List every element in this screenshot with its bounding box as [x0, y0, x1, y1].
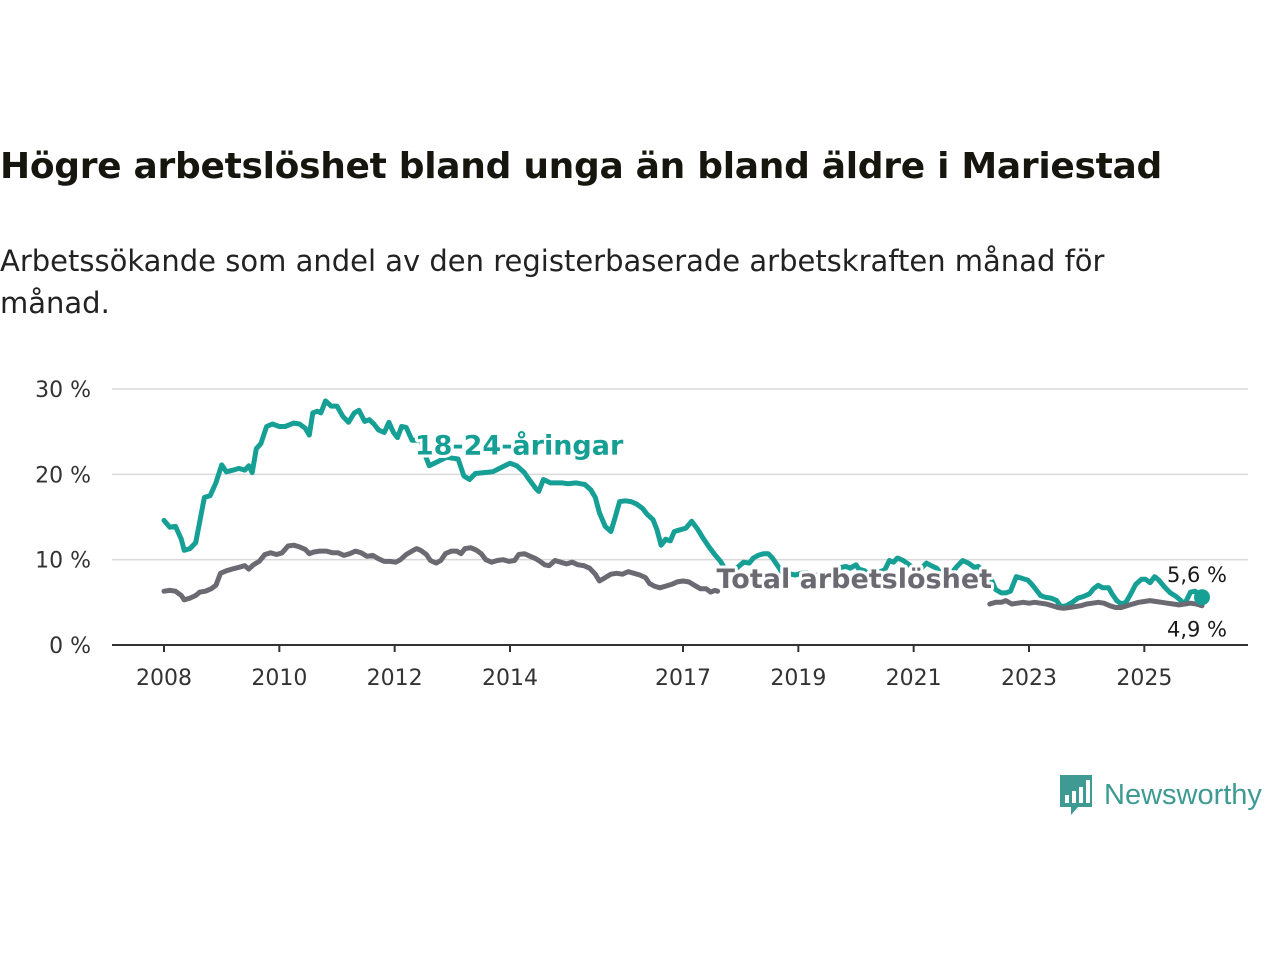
series-18-24-end-marker [1194, 589, 1210, 606]
series-total-label: Total arbetslöshet [716, 564, 992, 595]
y-tick-label: 20 % [35, 463, 91, 488]
series-total-end-label: 4,9 % [1167, 618, 1227, 642]
x-tick-label: 2008 [136, 666, 192, 691]
x-tick-label: 2017 [655, 666, 711, 691]
x-tick-label: 2012 [367, 666, 423, 691]
brand-logo: Newsworthy [1058, 772, 1262, 818]
series-18-24-label: 18-24-åringar [415, 430, 624, 462]
x-tick-label: 2010 [251, 666, 307, 691]
newsworthy-logo-icon [1060, 775, 1092, 815]
series-18-24-line [161, 398, 1205, 610]
y-tick-label: 10 % [35, 549, 91, 574]
x-tick-label: 2025 [1116, 666, 1172, 691]
brand-name: Newsworthy [1104, 778, 1262, 811]
chart-subtitle: Arbetssökande som andel av den registerb… [0, 244, 1105, 320]
y-tick-label: 30 % [35, 378, 91, 403]
series-total-line [161, 542, 1205, 611]
x-tick-label: 2014 [482, 666, 538, 691]
x-tick-label: 2019 [770, 666, 826, 691]
x-tick-label: 2021 [886, 666, 942, 691]
chart-title: Högre arbetslöshet bland unga än bland ä… [0, 146, 1162, 187]
x-tick-label: 2023 [1001, 666, 1057, 691]
y-tick-label: 0 % [49, 634, 91, 659]
series-18-24-end-label: 5,6 % [1167, 563, 1227, 587]
